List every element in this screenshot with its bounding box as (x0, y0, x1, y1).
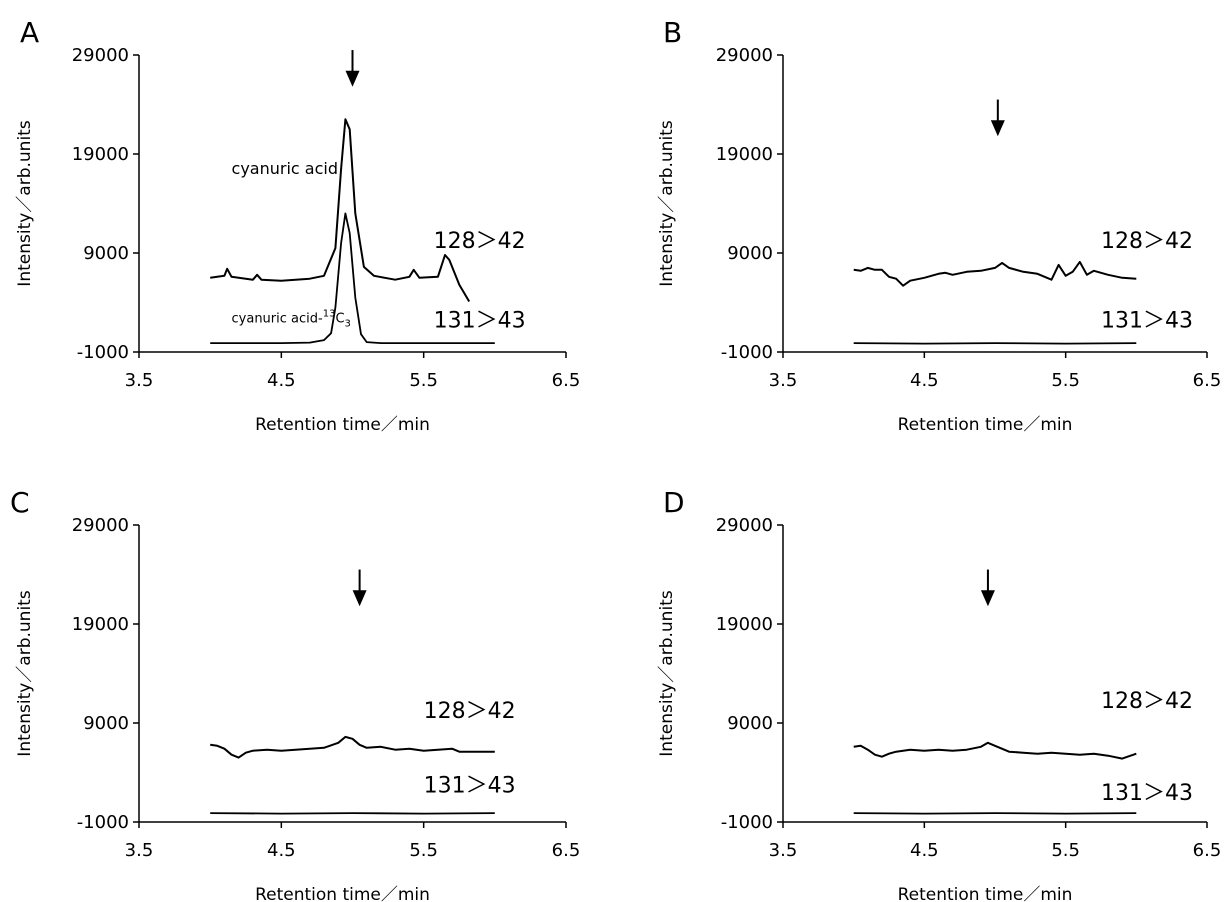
y-tick-label: 29000 (716, 45, 773, 66)
peak-arrow-icon (990, 99, 1005, 137)
x-axis-title: Retention time／min (255, 415, 430, 435)
y-tick-label: 9000 (727, 713, 773, 734)
compound-label-isotope: cyanuric acid-13C3 (232, 308, 351, 329)
x-tick-label: 3.5 (125, 370, 154, 391)
panel-letter: B (663, 16, 682, 49)
y-axis-title: Intensity／arb.units (657, 590, 677, 757)
y-tick-label: -1000 (77, 812, 129, 833)
x-tick-label: 6.5 (552, 370, 581, 391)
x-tick-label: 3.5 (769, 840, 798, 861)
trace-128-42 (210, 735, 495, 759)
x-tick-label: 6.5 (552, 840, 581, 861)
x-axis-title: Retention time／min (255, 885, 430, 902)
trace-label: 128＞42 (424, 699, 516, 724)
y-tick-label: 29000 (72, 45, 129, 66)
y-tick-label: -1000 (721, 812, 773, 833)
peak-arrow-icon (345, 50, 360, 87)
y-tick-label: 19000 (72, 614, 129, 635)
peak-arrow-icon (980, 569, 995, 607)
y-tick-label: 19000 (72, 144, 129, 165)
x-tick-label: 3.5 (769, 370, 798, 391)
trace-label: 131＞43 (434, 308, 526, 333)
trace-131-43 (853, 342, 1137, 345)
x-tick-label: 6.5 (1193, 840, 1222, 861)
trace-131-43 (210, 812, 495, 815)
trace-label: 128＞42 (1101, 229, 1193, 254)
panel-letter: C (10, 486, 30, 519)
x-tick-label: 6.5 (1193, 370, 1222, 391)
trace-128-42 (210, 118, 471, 303)
trace-label: 131＞43 (1101, 308, 1193, 333)
trace-128-42 (853, 260, 1137, 287)
y-tick-label: 19000 (716, 144, 773, 165)
panel-letter: A (20, 16, 39, 49)
x-tick-label: 3.5 (125, 840, 154, 861)
y-tick-label: 9000 (83, 243, 129, 264)
y-tick-label: 9000 (727, 243, 773, 264)
x-tick-label: 4.5 (267, 840, 296, 861)
y-axis-title: Intensity／arb.units (15, 590, 35, 757)
peak-arrow-icon (352, 569, 367, 607)
trace-label: 128＞42 (434, 229, 526, 254)
x-tick-label: 4.5 (267, 370, 296, 391)
x-tick-label: 5.5 (409, 840, 438, 861)
compound-label: cyanuric acid (232, 159, 338, 178)
panel-b: B -1000 9000 19000 29000 3.5 4.5 5.5 6.5 Retentio… (657, 16, 1221, 435)
trace-128-42 (853, 741, 1137, 760)
y-axis-title: Intensity／arb.units (657, 120, 677, 287)
x-axis-title: Retention time／min (898, 885, 1073, 902)
trace-label: 131＞43 (424, 773, 516, 798)
y-tick-label: 29000 (716, 515, 773, 536)
trace-label: 131＞43 (1101, 781, 1193, 806)
panel-d: D -1000 9000 19000 29000 3.5 4.5 5.5 6.5 Retentio… (657, 486, 1221, 902)
y-tick-label: -1000 (721, 342, 773, 363)
panel-letter: D (663, 486, 685, 519)
x-tick-label: 5.5 (1051, 370, 1080, 391)
trace-131-43 (210, 212, 495, 345)
panel-a: A -1000 9000 19000 29000 3.5 4.5 5.5 6.5 Retentio… (15, 16, 580, 435)
y-tick-label: 19000 (716, 614, 773, 635)
x-tick-label: 4.5 (910, 370, 939, 391)
y-axis-title: Intensity／arb.units (15, 120, 35, 287)
panel-c: C -1000 9000 19000 29000 3.5 4.5 5.5 6.5 Retentio… (10, 486, 580, 902)
x-tick-label: 5.5 (1051, 840, 1080, 861)
x-tick-label: 4.5 (910, 840, 939, 861)
y-tick-label: 29000 (72, 515, 129, 536)
y-tick-label: 9000 (83, 713, 129, 734)
trace-label: 128＞42 (1101, 689, 1193, 714)
trace-131-43 (853, 812, 1137, 815)
x-tick-label: 5.5 (409, 370, 438, 391)
x-axis-title: Retention time／min (898, 415, 1073, 435)
y-tick-label: -1000 (77, 342, 129, 363)
